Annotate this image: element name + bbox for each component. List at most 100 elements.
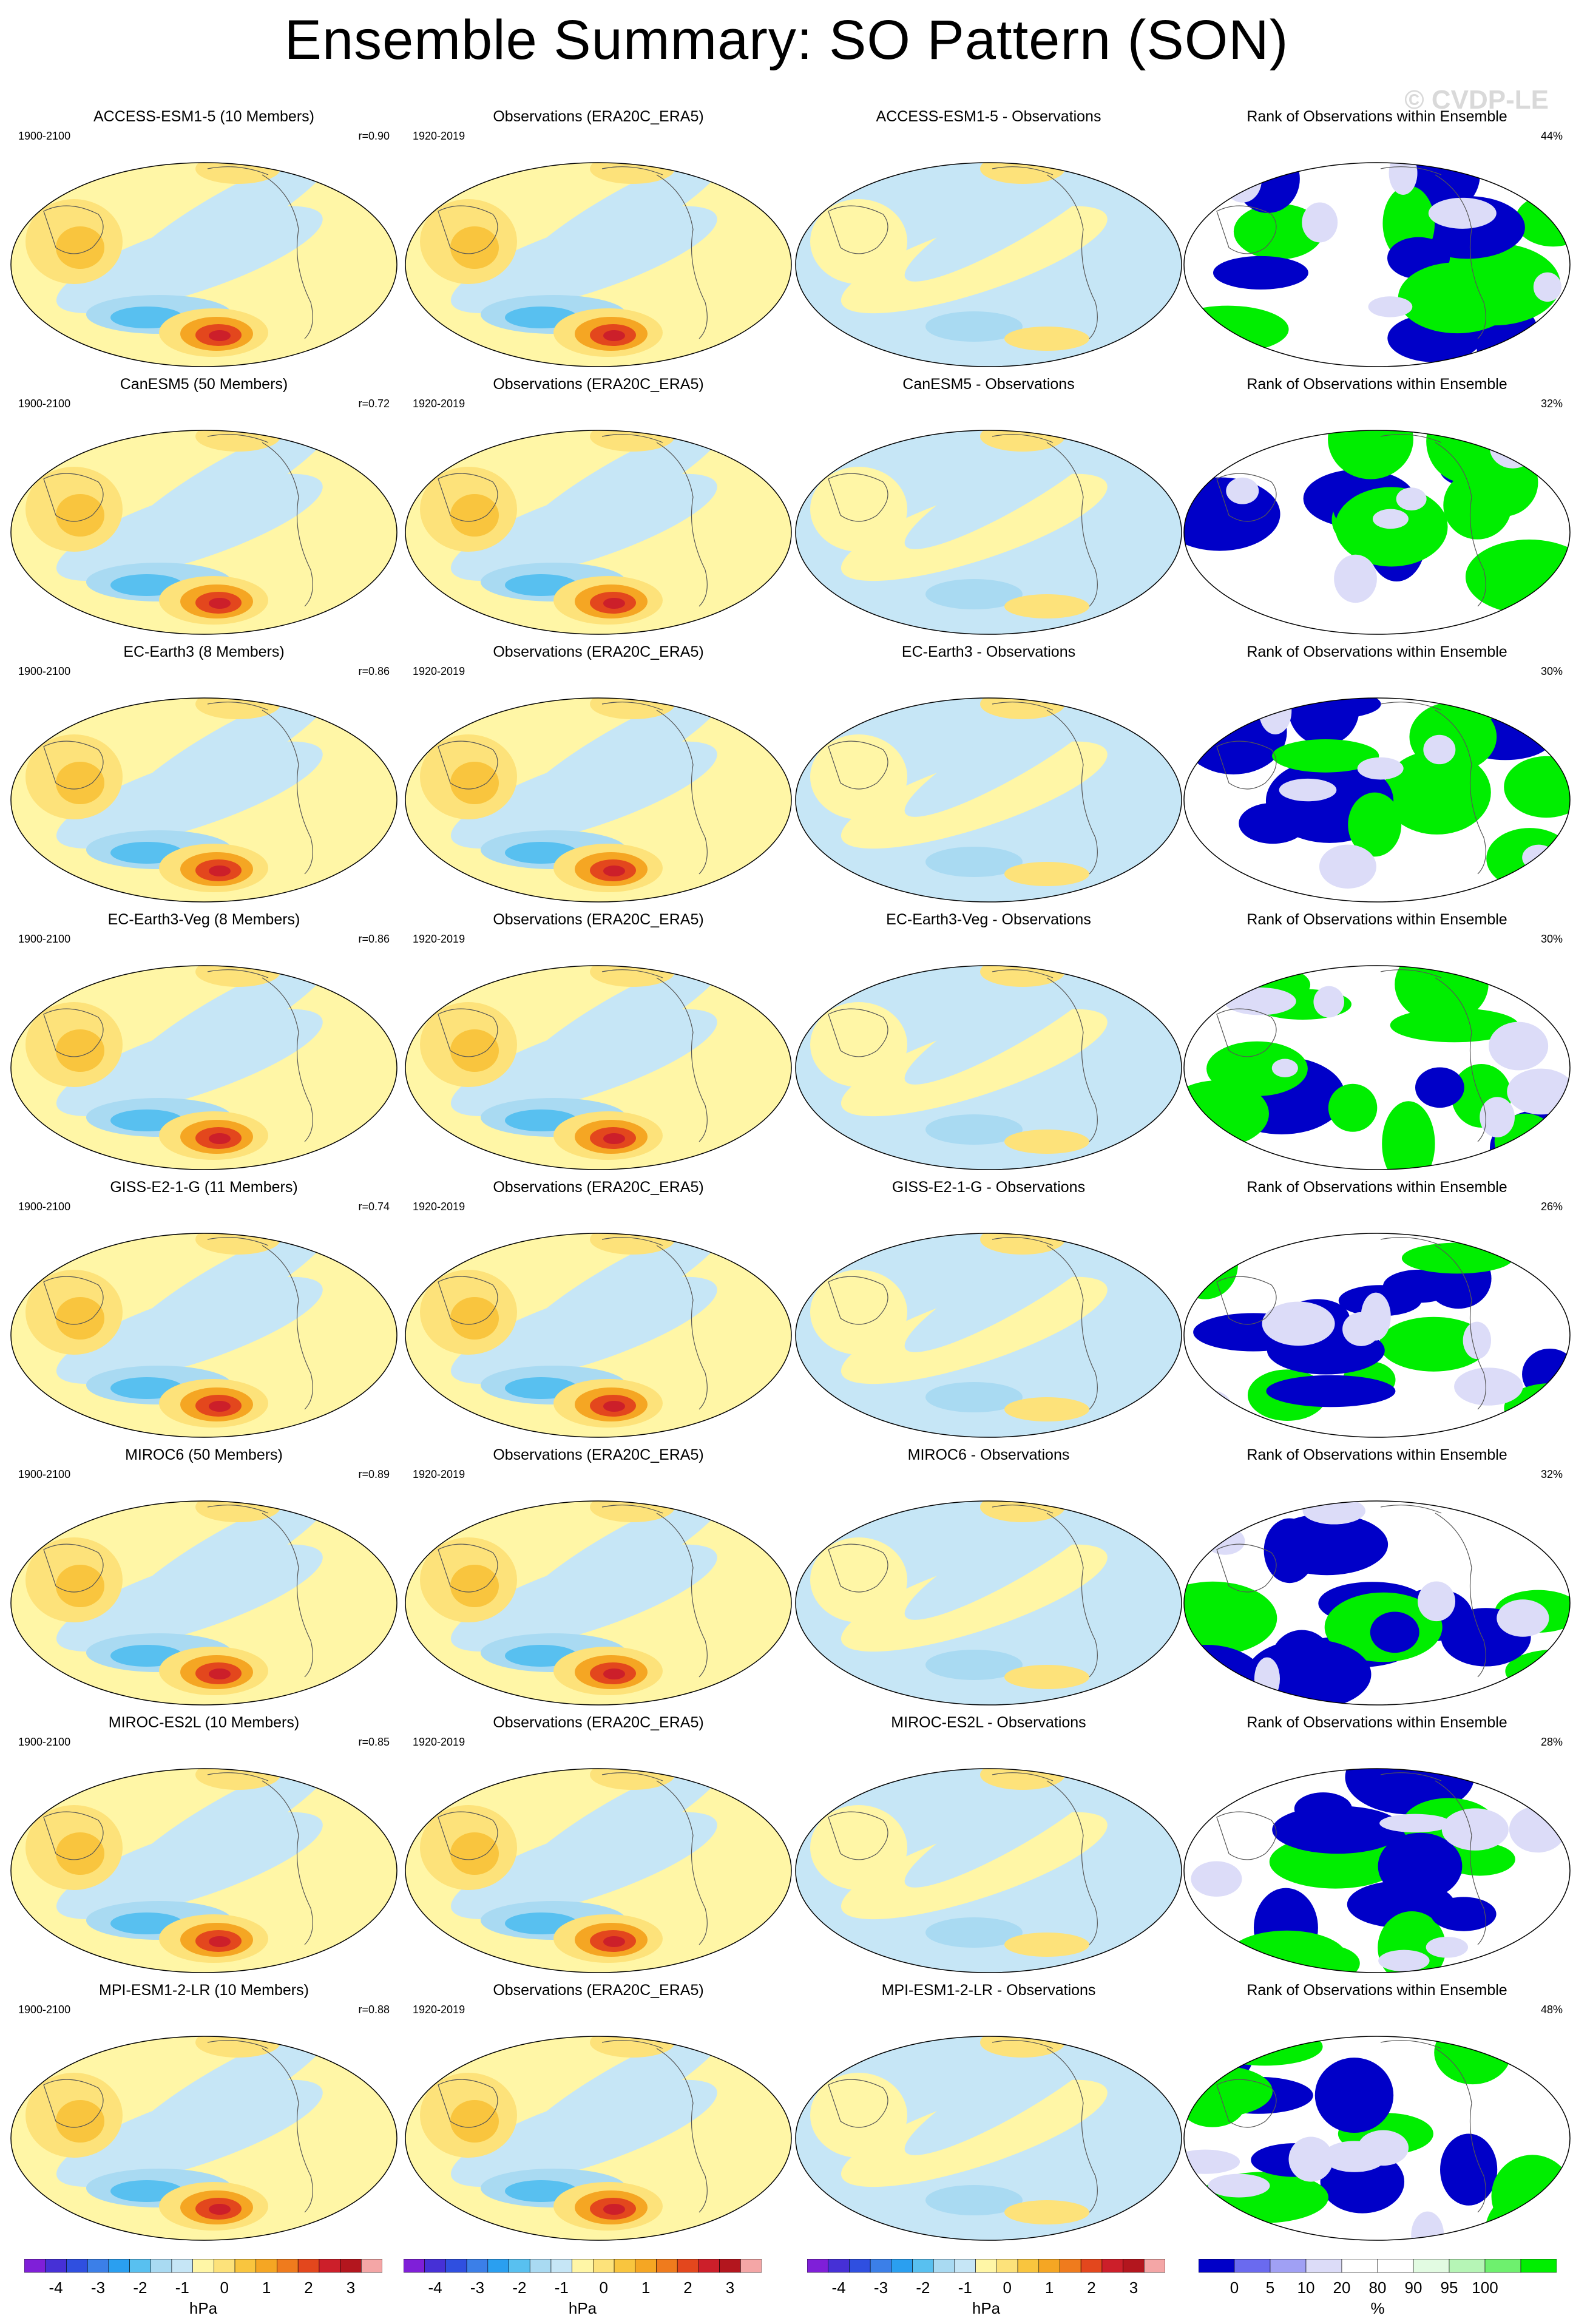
colorbar-swatch	[319, 2259, 340, 2273]
panel-title: Observations (ERA20C_ERA5)	[493, 1714, 704, 1731]
colorbar-swatch	[466, 2259, 489, 2273]
colorbar-swatch	[404, 2259, 425, 2273]
colorbar-swatch	[1199, 2259, 1235, 2273]
rank-percent-label: 30%	[1540, 933, 1563, 945]
anomaly-map	[795, 965, 1182, 1170]
anomaly-map	[405, 1500, 792, 1706]
anomaly-map	[10, 1233, 397, 1438]
rank-percent-label: 28%	[1540, 1736, 1563, 1748]
panel-diff: ACCESS-ESM1-5 - Observations	[792, 108, 1185, 375]
colorbar-swatch	[360, 2259, 382, 2273]
rank-percent-label: 48%	[1540, 2004, 1563, 2016]
correlation-label: r=0.88	[358, 2004, 390, 2016]
panel-model: EC-Earth3 (8 Members) 1900-2100 r=0.86	[7, 643, 401, 910]
colorbar-swatch	[424, 2259, 446, 2273]
colorbar-unit: %	[1370, 2299, 1384, 2317]
colorbar-swatch	[975, 2259, 997, 2273]
colorbar-tick-label: -1	[555, 2278, 569, 2297]
panel-title: MIROC-ES2L (10 Members)	[108, 1714, 300, 1731]
panel-obs: Observations (ERA20C_ERA5) 1920-2019	[402, 1179, 795, 1446]
panel-model: CanESM5 (50 Members) 1900-2100 r=0.72	[7, 376, 401, 643]
anomaly-map	[405, 162, 792, 367]
colorbar-swatch	[1270, 2259, 1307, 2273]
panel-title: Observations (ERA20C_ERA5)	[493, 911, 704, 928]
colorbar-tick-label: 3	[726, 2278, 734, 2297]
panel-title: Rank of Observations within Ensemble	[1247, 376, 1507, 393]
period-label: 1900-2100	[18, 665, 71, 677]
anomaly-map	[795, 2036, 1182, 2241]
panel-rank: Rank of Observations within Ensemble 44%	[1180, 108, 1573, 375]
colorbar-swatch	[550, 2259, 572, 2273]
panel-title: Rank of Observations within Ensemble	[1247, 1179, 1507, 1196]
colorbar-swatch	[1377, 2259, 1414, 2273]
anomaly-map	[10, 965, 397, 1170]
panel-obs: Observations (ERA20C_ERA5) 1920-2019	[402, 1982, 795, 2249]
colorbar-swatch	[1101, 2259, 1123, 2273]
colorbar-swatch	[108, 2259, 130, 2273]
colorbar-tick-label: 0	[1003, 2278, 1011, 2297]
period-label: 1900-2100	[18, 933, 71, 945]
anomaly-map	[795, 1500, 1182, 1706]
panel-model: EC-Earth3-Veg (8 Members) 1900-2100 r=0.86	[7, 911, 401, 1178]
anomaly-map	[795, 1233, 1182, 1438]
watermark: © CVDP-LE	[1404, 85, 1549, 115]
colorbar-tick-label: -2	[512, 2278, 526, 2297]
panel-title: Rank of Observations within Ensemble	[1247, 911, 1507, 928]
panel-title: Observations (ERA20C_ERA5)	[493, 376, 704, 393]
anomaly-map	[10, 1768, 397, 1973]
colorbar-swatch	[828, 2259, 850, 2273]
colorbar-swatch	[614, 2259, 636, 2273]
panel-rank: Rank of Observations within Ensemble 30%	[1180, 643, 1573, 910]
rank-colorbar: 0 5 10 20 80 90 95 100%	[1199, 2259, 1557, 2317]
rank-map	[1183, 162, 1571, 367]
correlation-label: r=0.72	[358, 398, 390, 410]
panel-obs: Observations (ERA20C_ERA5) 1920-2019	[402, 911, 795, 1178]
page-title: Ensemble Summary: SO Pattern (SON)	[284, 9, 1289, 71]
colorbar-swatch	[340, 2259, 362, 2273]
rank-map	[1183, 2036, 1571, 2241]
anomaly-colorbar-2: -4-3-2-101234hPa	[404, 2259, 762, 2317]
period-label: 1920-2019	[413, 933, 465, 945]
rank-percent-label: 30%	[1540, 665, 1563, 677]
panel-diff: EC-Earth3-Veg - Observations	[792, 911, 1185, 1178]
period-label: 1920-2019	[413, 1201, 465, 1213]
panel-diff: CanESM5 - Observations	[792, 376, 1185, 643]
anomaly-map	[10, 1500, 397, 1706]
anomaly-map	[795, 162, 1182, 367]
colorbar-tick-label: -3	[91, 2278, 105, 2297]
panel-title: MIROC6 (50 Members)	[125, 1446, 283, 1463]
anomaly-map	[795, 1768, 1182, 1973]
colorbar-swatch	[933, 2259, 955, 2273]
panel-title: Observations (ERA20C_ERA5)	[493, 643, 704, 660]
colorbar-swatch	[677, 2259, 699, 2273]
colorbar-tick-label: 2	[1087, 2278, 1095, 2297]
colorbar-tick-label: 3	[347, 2278, 355, 2297]
period-label: 1920-2019	[413, 130, 465, 142]
colorbar-tick-label: 20	[1333, 2278, 1351, 2297]
period-label: 1900-2100	[18, 398, 71, 410]
panel-rank: Rank of Observations within Ensemble 32%	[1180, 1446, 1573, 1713]
panel-title: MIROC6 - Observations	[907, 1446, 1070, 1463]
panel-title: ACCESS-ESM1-5 - Observations	[876, 108, 1101, 125]
panel-title: CanESM5 - Observations	[902, 376, 1075, 393]
panel-title: MPI-ESM1-2-LR (10 Members)	[99, 1982, 309, 1999]
panel-model: GISS-E2-1-G (11 Members) 1900-2100 r=0.74	[7, 1179, 401, 1446]
anomaly-colorbar-3: -4-3-2-101234hPa	[807, 2259, 1165, 2317]
colorbar-swatch	[1234, 2259, 1271, 2273]
colorbar-unit: hPa	[972, 2299, 1001, 2317]
colorbar-swatch	[192, 2259, 214, 2273]
period-label: 1920-2019	[413, 1468, 465, 1480]
colorbar-swatch	[24, 2259, 46, 2273]
colorbar-swatch	[572, 2259, 594, 2273]
anomaly-map	[795, 697, 1182, 903]
panel-title: Observations (ERA20C_ERA5)	[493, 108, 704, 125]
colorbar-swatch	[509, 2259, 530, 2273]
colorbar-swatch	[150, 2259, 172, 2273]
colorbar-tick-label: 0	[599, 2278, 607, 2297]
colorbar-tick-label: 2	[683, 2278, 692, 2297]
colorbar-tick-label: 5	[1266, 2278, 1274, 2297]
colorbar-swatch	[912, 2259, 934, 2273]
anomaly-map	[405, 1233, 792, 1438]
period-label: 1920-2019	[413, 665, 465, 677]
colorbar-swatch	[891, 2259, 913, 2273]
